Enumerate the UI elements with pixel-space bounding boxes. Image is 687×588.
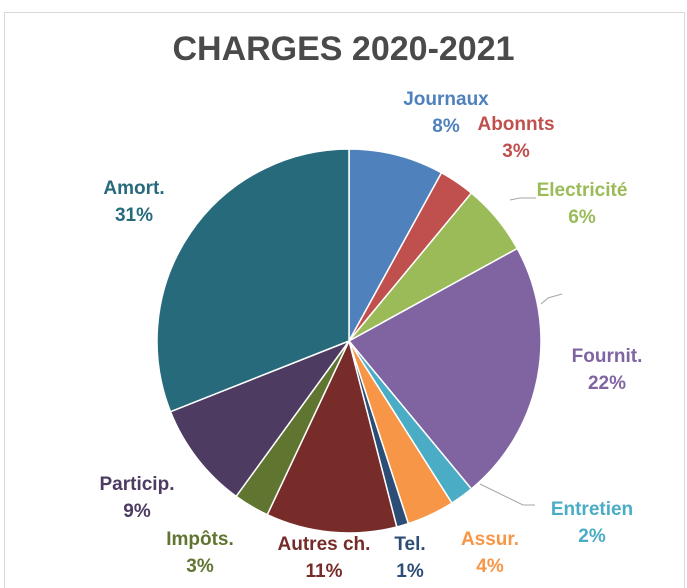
slice-percent-label: 1% xyxy=(396,561,424,582)
slice-label: Particip. xyxy=(100,474,175,495)
slice-percent-label: 31% xyxy=(115,205,153,226)
slice-percent-label: 4% xyxy=(476,556,504,577)
slice-percent-label: 3% xyxy=(502,141,530,162)
slice-percent-label: 6% xyxy=(568,207,596,228)
pie-slice-particip xyxy=(169,339,352,498)
leader-line xyxy=(509,197,536,201)
slice-percent-label: 11% xyxy=(306,561,343,582)
pie-slice-autres-ch xyxy=(266,338,398,534)
slice-label: Amort. xyxy=(103,178,164,199)
slice-label: Assur. xyxy=(461,529,519,550)
slice-label: Journaux xyxy=(403,89,489,110)
slice-percent-label: 3% xyxy=(186,556,214,577)
slice-label: Entretien xyxy=(551,499,633,520)
slice-percent-label: 8% xyxy=(432,116,460,137)
pie-slice-fournit xyxy=(347,247,542,490)
slice-label: Autres ch. xyxy=(278,534,371,555)
slice-percent-label: 9% xyxy=(123,501,151,522)
chart-title: CHARGES 2020-2021 xyxy=(172,30,515,68)
pie-slice-amort xyxy=(156,148,350,413)
slice-percent-label: 22% xyxy=(588,373,626,394)
slice-label: Electricité xyxy=(537,180,628,201)
slice-labels: Journaux 8% Abonnts 3% Electricité 6% Fournit.… xyxy=(100,89,643,582)
slice-label: Impôts. xyxy=(166,529,234,550)
slice-percent-label: 2% xyxy=(578,526,606,547)
slice-label: Tel. xyxy=(394,534,425,555)
slice-label: Abonnts xyxy=(477,114,554,135)
leader-lines xyxy=(479,197,563,506)
slice-label: Fournit. xyxy=(572,346,643,367)
pie-slice-journaux xyxy=(348,148,443,342)
leader-line xyxy=(540,293,563,305)
leader-line xyxy=(479,483,535,506)
pie-slices xyxy=(156,148,542,534)
